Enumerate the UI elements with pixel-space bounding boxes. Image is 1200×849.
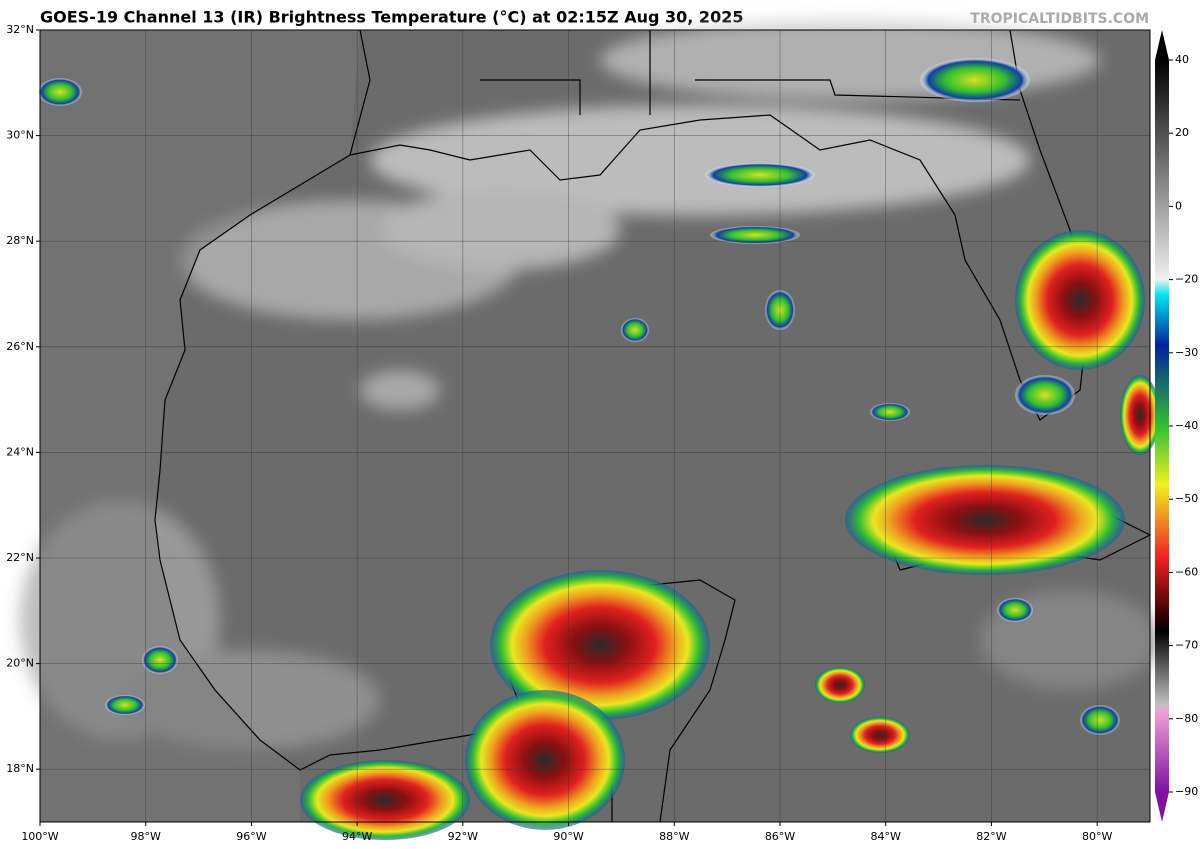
storm-cell — [1015, 230, 1145, 370]
lon-tick-label: 86°W — [765, 830, 795, 843]
lon-tick-label: 90°W — [553, 830, 583, 843]
colorbar-tick-label: −70 — [1175, 639, 1198, 652]
lon-tick-label: 92°W — [448, 830, 478, 843]
storm-cell — [850, 717, 910, 753]
lon-tick-label: 84°W — [871, 830, 901, 843]
cloud-cell — [142, 646, 178, 674]
cloud-cell — [1080, 705, 1120, 735]
cloud-cell — [621, 318, 649, 342]
storm-cell — [465, 690, 625, 830]
cloud-cell — [870, 403, 910, 421]
colorbar-tick-label: −60 — [1175, 565, 1198, 578]
colorbar: 40 20 0 −20 −30 −40 −50 −60 −70 −80 −90 — [1155, 30, 1198, 822]
lon-tick-label: 80°W — [1082, 830, 1112, 843]
colorbar-extend-top — [1155, 30, 1169, 60]
colorbar-extend-bottom — [1155, 792, 1169, 822]
cloud-cell — [105, 695, 145, 715]
colorbar-tick-label: 20 — [1175, 126, 1189, 139]
lat-tick-label: 32°N — [6, 23, 34, 36]
storm-cell — [845, 465, 1125, 575]
map-area — [20, 20, 1160, 840]
storm-cell — [1120, 375, 1160, 455]
colorbar-tick-label: 40 — [1175, 53, 1189, 66]
lon-tick-label: 88°W — [659, 830, 689, 843]
lon-tick-label: 82°W — [976, 830, 1006, 843]
cloud-cell — [710, 226, 800, 244]
lon-tick-label: 100°W — [21, 830, 58, 843]
title: GOES-19 Channel 13 (IR) Brightness Tempe… — [40, 8, 743, 27]
lat-tick-label: 18°N — [6, 762, 34, 775]
lat-tick-label: 26°N — [6, 340, 34, 353]
map-frame — [39, 29, 1151, 823]
cloud-cell — [38, 78, 82, 106]
storm-cell — [490, 570, 710, 720]
colorbar-tick-label: −90 — [1175, 785, 1198, 798]
land-shading — [40, 30, 360, 822]
graticule — [39, 29, 1150, 822]
storm-cell — [815, 667, 865, 703]
colorbar-tick-label: −20 — [1175, 273, 1198, 286]
colorbar-tick-label: −50 — [1175, 492, 1198, 505]
storm-cell — [300, 760, 470, 840]
lon-tick-label: 96°W — [236, 830, 266, 843]
lat-tick-label: 22°N — [6, 551, 34, 564]
credit: TROPICALTIDBITS.COM — [970, 11, 1149, 27]
cloud-cell — [705, 163, 815, 187]
colorbar-tick-label: −80 — [1175, 712, 1198, 725]
colorbar-tick-label: 0 — [1175, 199, 1182, 212]
lat-tick-label: 24°N — [6, 445, 34, 458]
colorbar-scale — [1155, 60, 1169, 792]
lat-tick-label: 28°N — [6, 234, 34, 247]
cloud-cell — [920, 58, 1030, 102]
convection — [38, 58, 1160, 840]
lon-tick-label: 98°W — [131, 830, 161, 843]
lon-tick-label: 94°W — [342, 830, 372, 843]
lat-tick-label: 30°N — [6, 129, 34, 142]
cloud-cell — [997, 598, 1033, 622]
colorbar-tick-label: −40 — [1175, 419, 1198, 432]
lat-tick-label: 20°N — [6, 657, 34, 670]
colorbar-tick-label: −30 — [1175, 346, 1198, 359]
cloud-cell — [1015, 375, 1075, 415]
